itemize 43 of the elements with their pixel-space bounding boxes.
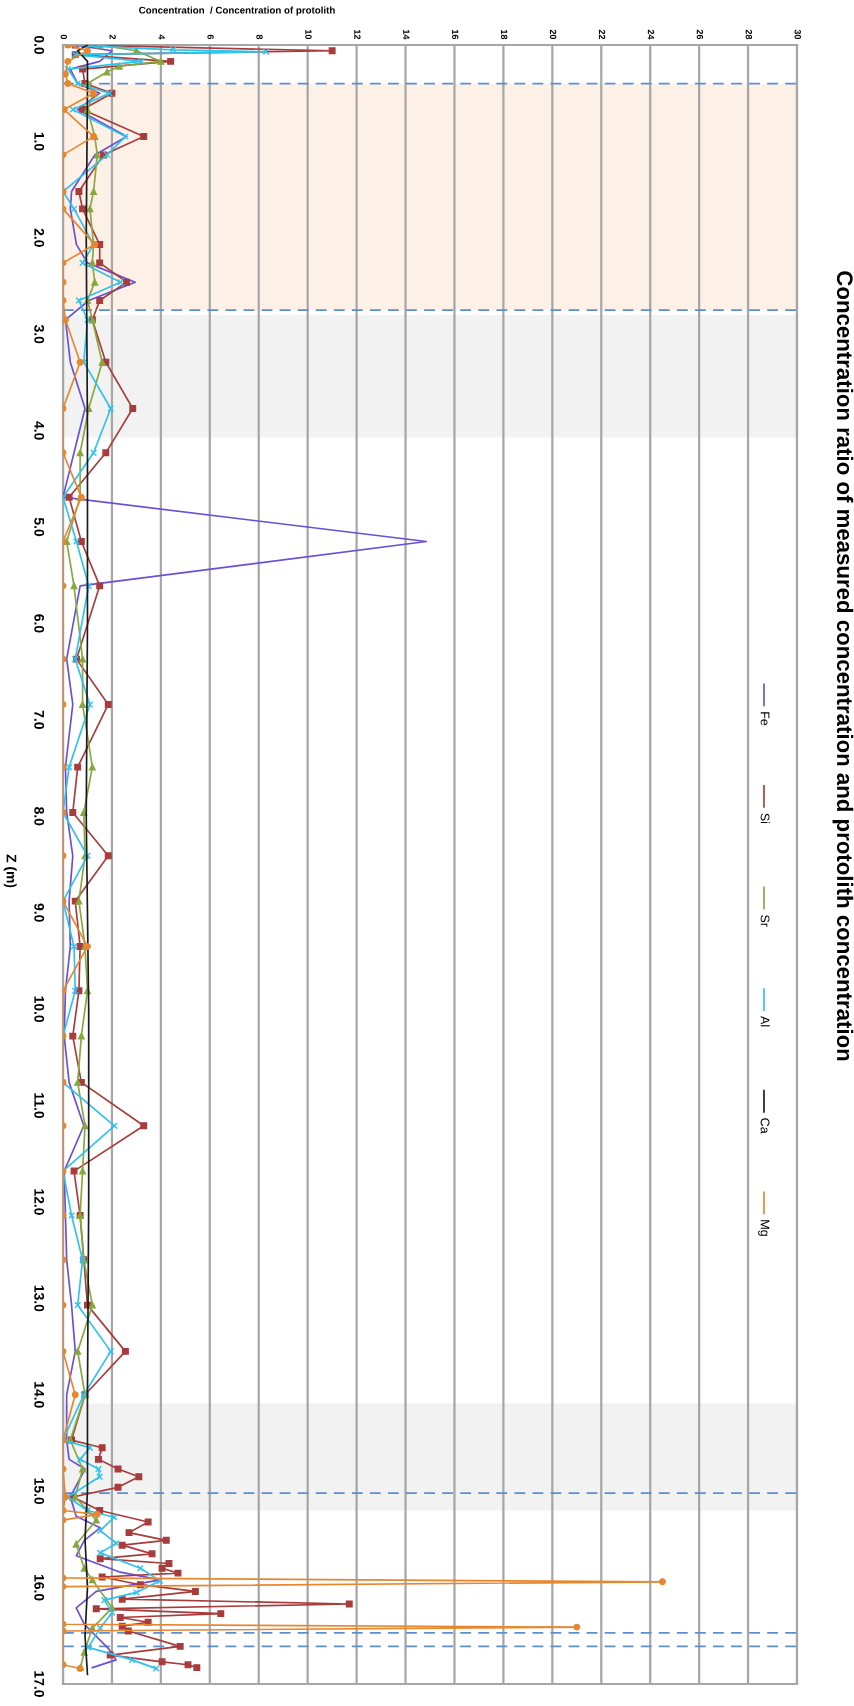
x-tick-label: 2 (109, 34, 116, 40)
legend-label: Fe (760, 712, 770, 726)
x-tick-label: 28 (745, 29, 753, 40)
y-tick-label: 16.0 (34, 1574, 45, 1601)
x-tick-label: 8 (256, 34, 263, 40)
x-tick-label: 14 (403, 29, 410, 40)
x-tick-label: 26 (696, 29, 704, 40)
y-tick-label: 14.0 (34, 1382, 45, 1408)
x-tick-label: 0 (60, 34, 67, 40)
y-tick-label: 15.0 (34, 1478, 45, 1505)
y-axis-title: Z (m) (3, 854, 17, 888)
x-tick-label: 16 (452, 29, 459, 40)
y-tick-label: 6.0 (34, 614, 45, 633)
x-tick-label: 4 (158, 34, 165, 40)
y-tick-label: 4.0 (34, 421, 45, 440)
legend-label: Al (760, 1016, 770, 1027)
legend-label: Mg (758, 1220, 770, 1236)
y-tick-label: 1.0 (34, 132, 45, 151)
y-tick-label: 3.0 (34, 324, 45, 344)
x-tick-label: 6 (207, 34, 214, 40)
y-tick-label: 0.0 (34, 35, 45, 55)
y-tick-label: 7.0 (34, 710, 45, 729)
legend-label: Sr (760, 915, 770, 927)
y-tick-label: 13.0 (34, 1285, 45, 1312)
x-tick-label: 20 (549, 29, 557, 40)
x-axis-title: Concentration / Concentration of protolith (139, 6, 335, 16)
x-tick-label: 22 (598, 29, 606, 40)
y-tick-label: 12.0 (34, 1189, 45, 1215)
legend-label: Ca (760, 1118, 770, 1134)
x-tick-label: 18 (500, 29, 508, 40)
y-tick-label: 11.0 (34, 1093, 45, 1119)
x-tick-label: 30 (794, 29, 801, 40)
x-tick-label: 12 (354, 29, 361, 40)
y-tick-label: 5.0 (34, 517, 45, 537)
y-tick-label: 10.0 (34, 996, 45, 1023)
legend-label: Si (760, 813, 770, 824)
x-tick-label: 10 (305, 29, 312, 40)
y-tick-label: 8.0 (34, 807, 45, 826)
x-tick-label: 24 (647, 29, 655, 40)
y-tick-label: 17.0 (34, 1671, 45, 1697)
text: Concentration ratio of measured concentration and protolith concentration (832, 271, 854, 1061)
y-tick-label: 2.0 (34, 228, 45, 247)
y-tick-label: 9.0 (34, 903, 45, 922)
